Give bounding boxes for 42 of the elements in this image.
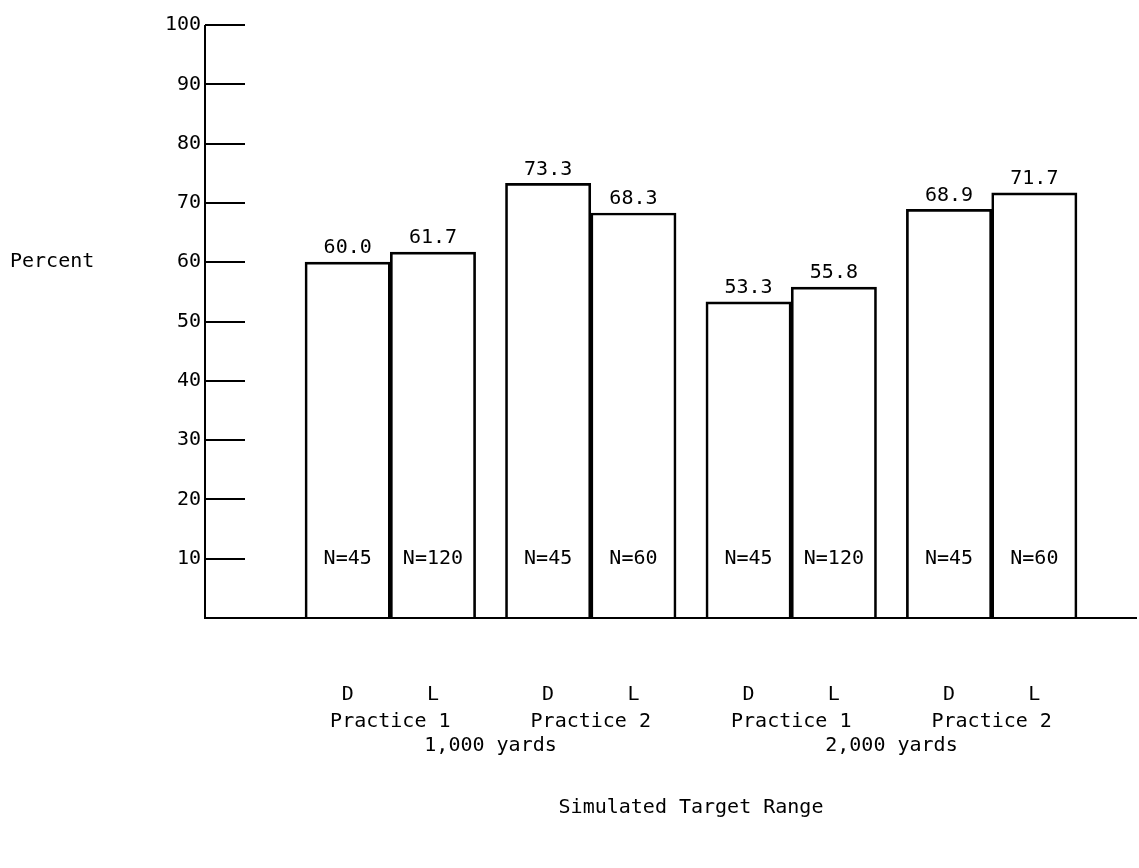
text: 1,000 yards bbox=[424, 732, 557, 757]
y-tick-label: 40 bbox=[176, 367, 201, 391]
data-label: 73.3 bbox=[524, 155, 573, 180]
annotation: N=45 bbox=[323, 544, 372, 569]
x-tick-label: D bbox=[542, 681, 555, 706]
data-label: 71.7 bbox=[1010, 165, 1059, 190]
data-label: 53.3 bbox=[724, 274, 773, 299]
x-tick-label: L bbox=[827, 681, 840, 706]
x-axis-title: Simulated Target Range bbox=[558, 794, 824, 819]
annotation: N=120 bbox=[803, 544, 864, 569]
y-tick-label: 50 bbox=[176, 307, 201, 332]
data-label: 60.0 bbox=[323, 234, 372, 259]
x-tick-label: D bbox=[943, 681, 956, 706]
data-label: 68.9 bbox=[924, 181, 974, 206]
x-tick-label: D bbox=[742, 681, 755, 706]
annotation: N=60 bbox=[1010, 544, 1059, 569]
y-tick-label: 70 bbox=[176, 189, 201, 214]
y-tick-label: 30 bbox=[176, 426, 201, 451]
text: Practice 1 bbox=[731, 708, 852, 733]
text: Practice 1 bbox=[330, 708, 451, 733]
annotation: N=45 bbox=[924, 544, 974, 569]
x-tick-label: L bbox=[426, 681, 439, 706]
annotation: N=60 bbox=[609, 544, 658, 569]
y-axis-title: Percent bbox=[10, 248, 95, 273]
y-tick-label: 20 bbox=[176, 485, 201, 510]
y-tick-label: 90 bbox=[176, 70, 201, 95]
x-tick-label: L bbox=[1028, 681, 1041, 706]
data-label: 55.8 bbox=[809, 259, 858, 284]
data-label: 61.7 bbox=[408, 224, 458, 249]
annotation: N=45 bbox=[724, 544, 773, 569]
text: 2,000 yards bbox=[825, 732, 958, 757]
y-tick-label: 80 bbox=[176, 129, 201, 154]
annotation: N=120 bbox=[402, 544, 464, 569]
data-label: 68.3 bbox=[609, 185, 658, 210]
annotation: N=45 bbox=[524, 544, 573, 569]
x-tick-label: L bbox=[627, 681, 640, 706]
text: Practice 2 bbox=[530, 708, 651, 733]
y-tick-label: 10 bbox=[176, 544, 201, 569]
y-tick-label: 100 bbox=[164, 11, 201, 36]
y-tick-label: 60 bbox=[176, 248, 201, 273]
x-tick-label: D bbox=[341, 681, 354, 706]
text: Practice 2 bbox=[931, 708, 1052, 733]
